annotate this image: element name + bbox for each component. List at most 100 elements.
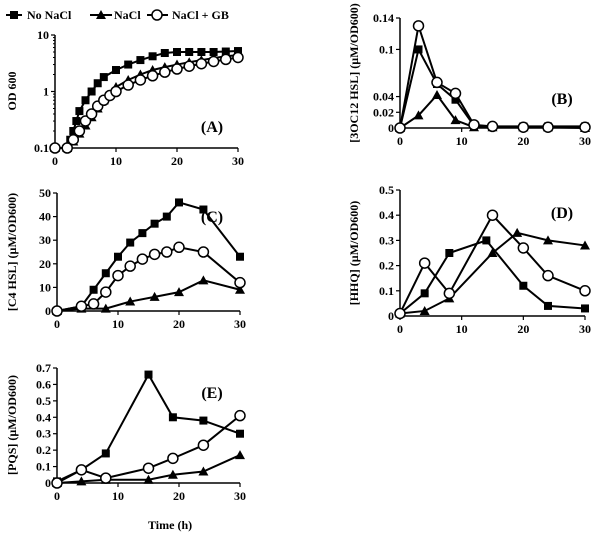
y-axis-label: [3OC12 HSL] (µM/OD600) [347,3,361,143]
x-tick-label: 30 [579,134,591,148]
data-point [124,260,136,272]
x-tick-label: 10 [112,317,124,331]
y-tick-label: 0.14 [373,11,394,25]
data-point [159,66,171,78]
data-point [136,56,145,65]
y-tick-label: 0.1 [34,141,49,155]
legend-item-nacl-gb: NaCl + GB [147,8,229,22]
data-point [394,122,406,134]
data-point [482,236,491,245]
data-point [75,107,84,116]
data-point [114,252,122,261]
x-tick-label: 10 [110,154,122,168]
x-tick-label: 0 [54,317,60,331]
x-tick-label: 20 [517,322,529,336]
data-point [432,90,442,99]
data-point [443,287,456,300]
y-tick-label: 1 [43,85,49,99]
data-point [112,269,124,282]
data-point [79,115,92,127]
data-point [148,52,157,61]
data-point [110,85,122,98]
data-point [420,289,429,298]
data-point [143,474,154,484]
data-point [134,74,147,86]
data-point [449,87,462,100]
data-point [138,229,147,238]
data-point [198,275,209,285]
data-point [49,142,61,154]
data-point [122,79,134,91]
data-point [517,242,530,254]
y-tick-label: 0.02 [373,105,394,119]
y-tick-label: 0.3 [36,427,51,441]
y-tick-label: 10 [37,28,49,42]
data-point [542,121,554,133]
x-tick-label: 30 [579,322,591,336]
panel-label: (D) [551,205,573,222]
data-point [125,296,136,306]
x-tick-label: 20 [517,134,529,148]
data-point [207,55,220,68]
y-tick-label: 0.3 [379,233,394,247]
y-tick-label: 0.04 [373,90,394,104]
data-point [486,120,499,133]
data-point [171,63,183,75]
y-tick-label: 0.4 [379,208,394,222]
y-tick-label: 50 [39,186,51,200]
panel-label: (A) [201,119,223,136]
data-point [175,198,183,207]
x-tick-label: 30 [234,489,246,503]
data-point [581,304,589,313]
y-tick-label: 0 [388,309,394,323]
data-point [173,48,181,57]
data-point [414,45,423,54]
panel-a: 0.1 1 10 0 10 20 30 OD 600 (A) [5,28,244,168]
y-axis-label: [HHQ] (µM/OD600) [347,201,361,306]
data-point [173,241,185,254]
data-point [67,133,80,146]
data-point [167,469,178,479]
data-point [112,66,120,75]
series-line-no-nacl [399,46,585,129]
data-point [69,126,78,135]
data-point [197,246,210,258]
data-point [148,248,161,261]
data-point [236,429,244,438]
data-point [579,285,591,297]
y-tick-label: 0.2 [379,259,394,273]
y-axis-label: OD 600 [5,72,19,111]
data-point [168,413,177,422]
data-point [76,476,87,486]
data-point [236,252,244,261]
data-point [543,235,553,245]
legend-item-no-nacl: No NaCl [6,8,72,22]
data-point [517,121,530,133]
panel-d: 0 0.1 0.2 0.3 0.4 0.5 0 10 20 30 [HHQ] (µM/OD600) (… [347,183,591,336]
data-point [146,70,159,82]
y-tick-label: 20 [39,257,51,271]
data-point [99,73,108,82]
data-point [101,269,110,278]
data-point [579,121,591,133]
data-point [126,238,135,247]
legend: No NaCl NaCl NaCl + GB [6,8,229,22]
data-point [468,119,480,131]
data-point [72,117,81,126]
data-point [234,409,246,422]
data-point [198,466,209,476]
data-point [167,452,179,465]
y-tick-label: 0.6 [36,377,51,391]
data-point [195,57,208,70]
data-point [418,257,431,269]
y-tick-label: 0 [45,304,51,318]
legend-item-nacl: NaCl [90,8,141,22]
data-point [199,205,208,214]
data-point [100,286,112,298]
x-tick-label: 20 [173,317,185,331]
data-point [450,115,461,125]
y-axis-label: [PQS] (µM/OD600) [5,375,19,475]
data-point [235,284,245,294]
y-tick-label: 0.5 [36,394,51,408]
